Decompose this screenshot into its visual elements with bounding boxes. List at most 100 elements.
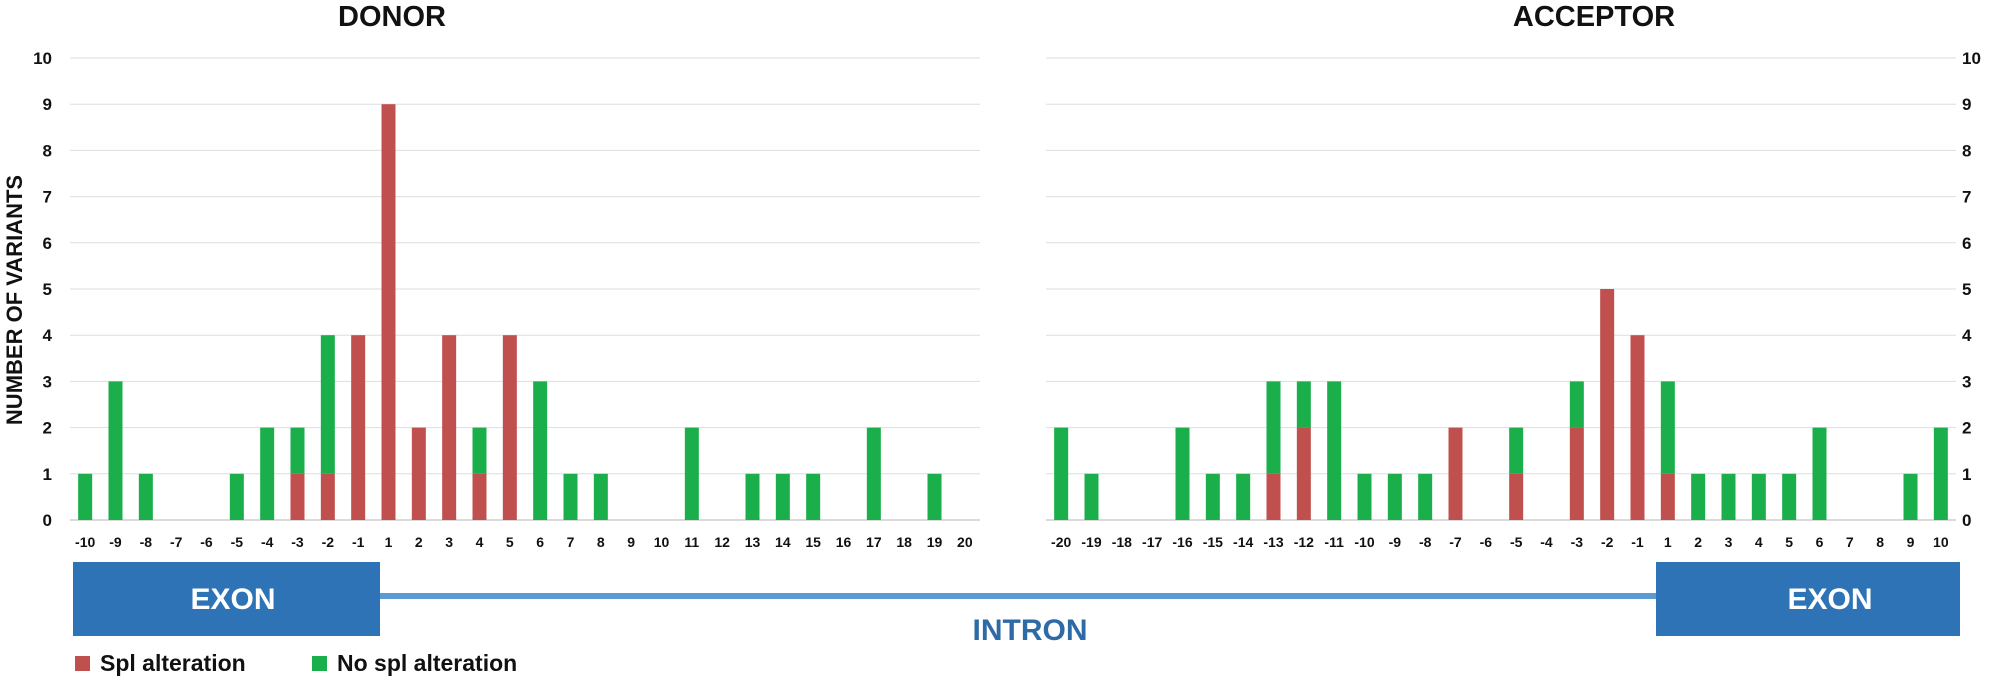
acceptor-y-tick-label: 8 — [1962, 141, 1971, 160]
donor-x-tick-label: 3 — [445, 534, 453, 550]
donor-bar-no-spl-alteration — [260, 427, 275, 520]
acceptor-x-tick-label: -17 — [1142, 534, 1162, 550]
acceptor-x-ticks: -20 -19 -18 -17 -16 -15 -14 -13 -12 -11 -10 -9 -8 -7-… — [1051, 534, 1949, 550]
donor-y-ticks: 0 1 2 3 4 5 6 7 8 9 10 — [33, 49, 52, 530]
donor-x-tick-label: 15 — [805, 534, 821, 550]
donor-x-tick-label: 7 — [567, 534, 575, 550]
acceptor-x-tick-label: 10 — [1933, 534, 1949, 550]
donor-bar-no-spl-alteration — [533, 381, 548, 520]
acceptor-bar-spl-alteration — [1660, 473, 1675, 520]
acceptor-bar-no-spl-alteration — [1903, 473, 1918, 520]
donor-x-tick-label: 10 — [654, 534, 670, 550]
donor-x-tick-label: 18 — [896, 534, 912, 550]
donor-x-tick-label: 19 — [927, 534, 943, 550]
donor-bar-no-spl-alteration — [229, 473, 244, 520]
donor-x-tick-label: 11 — [684, 534, 699, 550]
legend: Spl alteration No spl alteration — [75, 650, 517, 676]
donor-bar-spl-alteration — [320, 473, 335, 520]
acceptor-x-tick-label: -1 — [1631, 534, 1644, 550]
donor-y-tick-label: 2 — [43, 419, 52, 438]
donor-x-tick-label: -3 — [291, 534, 304, 550]
donor-x-tick-label: -4 — [261, 534, 274, 550]
donor-bar-spl-alteration — [381, 104, 396, 520]
intron-label: INTRON — [973, 614, 1088, 647]
donor-y-tick-label: 5 — [43, 280, 52, 299]
acceptor-bars — [1054, 289, 1948, 520]
acceptor-bar-no-spl-alteration — [1812, 427, 1827, 520]
acceptor-bar-no-spl-alteration — [1296, 381, 1311, 428]
donor-x-tick-label: 5 — [506, 534, 514, 550]
acceptor-bar-spl-alteration — [1630, 335, 1645, 520]
acceptor-x-tick-label: -16 — [1172, 534, 1192, 550]
donor-y-tick-label: 1 — [43, 465, 52, 484]
donor-x-tick-label: 14 — [775, 534, 791, 550]
acceptor-bar-no-spl-alteration — [1569, 381, 1584, 428]
exon-left-box — [73, 562, 380, 636]
acceptor-x-tick-label: -6 — [1480, 534, 1493, 550]
acceptor-y-tick-label: 4 — [1962, 326, 1972, 345]
acceptor-x-tick-label: 7 — [1846, 534, 1854, 550]
donor-bar-spl-alteration — [442, 335, 457, 520]
donor-y-tick-label: 8 — [43, 141, 52, 160]
acceptor-x-tick-label: -5 — [1510, 534, 1523, 550]
acceptor-x-tick-label: 4 — [1755, 534, 1763, 550]
acceptor-bar-spl-alteration — [1266, 473, 1281, 520]
donor-bar-no-spl-alteration — [320, 335, 335, 474]
donor-bar-no-spl-alteration — [290, 427, 305, 474]
donor-x-tick-label: -7 — [170, 534, 183, 550]
donor-bar-no-spl-alteration — [775, 473, 790, 520]
donor-x-tick-label: -1 — [352, 534, 365, 550]
donor-y-tick-label: 3 — [43, 372, 52, 391]
donor-y-tick-label: 7 — [43, 188, 52, 207]
acceptor-x-tick-label: 1 — [1664, 534, 1672, 550]
legend-swatch-no-spl-alteration — [312, 656, 327, 671]
acceptor-bar-spl-alteration — [1448, 427, 1463, 520]
acceptor-y-tick-label: 3 — [1962, 372, 1971, 391]
acceptor-bar-no-spl-alteration — [1387, 473, 1402, 520]
legend-label-spl-alteration: Spl alteration — [100, 650, 246, 676]
donor-y-tick-label: 0 — [43, 511, 52, 530]
legend-swatch-spl-alteration — [75, 656, 90, 671]
acceptor-bar-no-spl-alteration — [1236, 473, 1251, 520]
donor-x-tick-label: 1 — [385, 534, 393, 550]
acceptor-x-tick-label: -12 — [1294, 534, 1314, 550]
donor-x-tick-label: 12 — [714, 534, 730, 550]
donor-x-tick-label: 6 — [536, 534, 544, 550]
donor-title: DONOR — [338, 1, 446, 33]
acceptor-y-ticks: 0 1 2 3 4 5 6 7 8 9 10 — [1962, 49, 1981, 530]
acceptor-bar-no-spl-alteration — [1660, 381, 1675, 474]
acceptor-x-tick-label: -2 — [1601, 534, 1614, 550]
donor-x-ticks: -10 -9 -8 -7 -6 -5 -4 -3 -2 -1 1 2 3 4 5 6 7 8 9 10 11 12 13 14… — [75, 534, 973, 550]
acceptor-x-tick-label: 6 — [1816, 534, 1824, 550]
donor-y-tick-label: 10 — [33, 49, 52, 68]
donor-bar-no-spl-alteration — [593, 473, 608, 520]
acceptor-title: ACCEPTOR — [1513, 1, 1675, 33]
donor-bar-spl-alteration — [502, 335, 517, 520]
acceptor-bar-spl-alteration — [1569, 427, 1584, 520]
donor-bar-spl-alteration — [290, 473, 305, 520]
donor-y-tick-label: 9 — [43, 95, 52, 114]
acceptor-bar-no-spl-alteration — [1266, 381, 1281, 474]
donor-bar-no-spl-alteration — [563, 473, 578, 520]
donor-x-tick-label: 8 — [597, 534, 605, 550]
donor-x-tick-label: -8 — [140, 534, 153, 550]
acceptor-x-tick-label: 8 — [1876, 534, 1884, 550]
donor-y-tick-label: 4 — [43, 326, 53, 345]
donor-bar-no-spl-alteration — [138, 473, 153, 520]
acceptor-y-tick-label: 5 — [1962, 280, 1971, 299]
acceptor-x-tick-label: -11 — [1324, 534, 1344, 550]
acceptor-bar-no-spl-alteration — [1084, 473, 1099, 520]
acceptor-bar-no-spl-alteration — [1691, 473, 1706, 520]
donor-bar-no-spl-alteration — [472, 427, 487, 474]
acceptor-bar-no-spl-alteration — [1509, 427, 1524, 474]
acceptor-x-tick-label: -14 — [1233, 534, 1253, 550]
donor-x-tick-label: 17 — [866, 534, 882, 550]
acceptor-bar-no-spl-alteration — [1357, 473, 1372, 520]
acceptor-x-tick-label: -19 — [1081, 534, 1101, 550]
donor-x-tick-label: -2 — [322, 534, 335, 550]
acceptor-x-tick-label: -4 — [1540, 534, 1553, 550]
acceptor-bar-no-spl-alteration — [1782, 473, 1797, 520]
acceptor-x-tick-label: -15 — [1203, 534, 1223, 550]
exon-left-label: EXON — [190, 583, 275, 616]
